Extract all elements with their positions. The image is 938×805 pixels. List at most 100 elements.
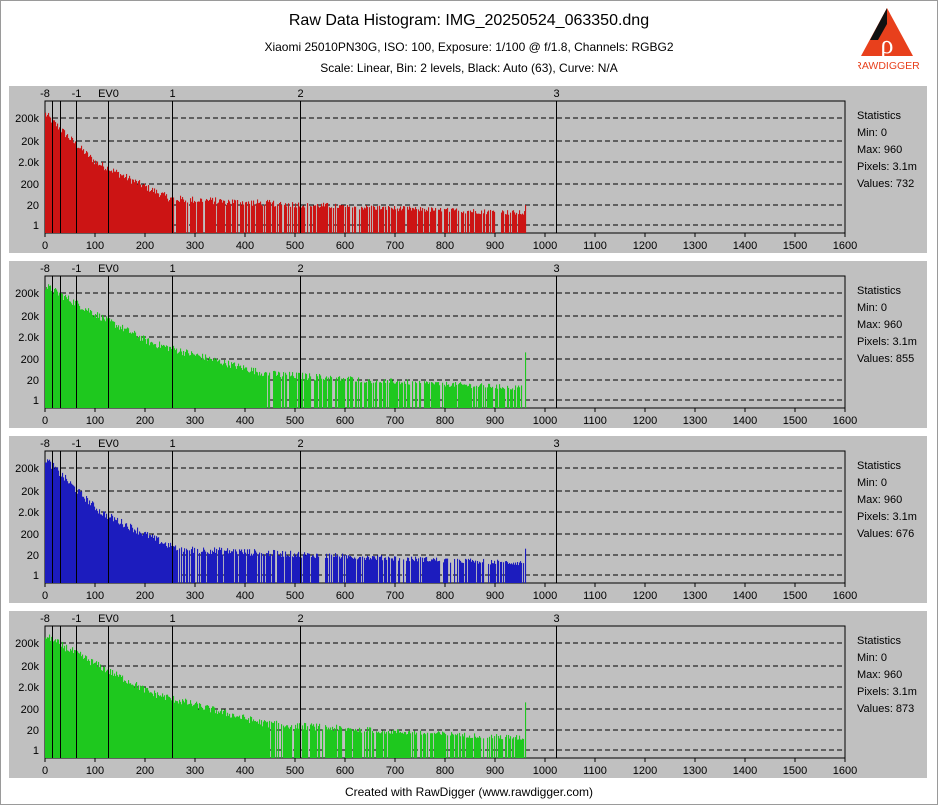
y-tick-label: 200k xyxy=(15,638,39,650)
histogram-bar xyxy=(53,293,55,408)
histogram-bar xyxy=(307,553,309,583)
histogram-bar xyxy=(158,537,160,583)
histogram-bar xyxy=(212,197,214,233)
histogram-bar xyxy=(432,382,434,408)
histogram-bar xyxy=(132,684,134,758)
histogram-bar xyxy=(240,202,242,233)
histogram-bar xyxy=(469,560,471,583)
histogram-bar xyxy=(79,148,81,233)
histogram-bar xyxy=(424,208,426,233)
histogram-bar xyxy=(384,557,386,583)
y-tick-label: 20 xyxy=(27,725,39,737)
histogram-bar xyxy=(161,192,163,233)
histogram-bar xyxy=(278,371,280,408)
histogram-bar xyxy=(405,732,407,758)
histogram-bar xyxy=(120,326,122,408)
histogram-bar xyxy=(433,558,435,583)
histogram-bar xyxy=(232,363,234,408)
histogram-bar xyxy=(372,556,374,583)
histogram-bar xyxy=(405,383,407,408)
histogram-bar xyxy=(118,325,120,408)
histogram-bar xyxy=(227,367,229,408)
histogram-bar xyxy=(162,345,164,408)
histogram-bar xyxy=(315,380,317,408)
histogram-bar xyxy=(435,560,437,583)
histogram-bar xyxy=(156,536,158,583)
histogram-bar xyxy=(148,185,150,233)
histogram-bar xyxy=(187,704,189,758)
histogram-bar xyxy=(88,504,90,583)
histogram-bar xyxy=(377,206,379,233)
histogram-bar xyxy=(462,212,464,233)
histogram-bar xyxy=(160,543,162,583)
histogram-bar xyxy=(244,368,246,408)
histogram-bar xyxy=(355,558,357,583)
histogram-bar xyxy=(428,207,430,233)
histogram-bar xyxy=(213,552,215,583)
histogram-bar xyxy=(208,201,210,233)
histogram-bar xyxy=(292,202,294,233)
histogram-bar xyxy=(447,385,449,408)
histogram-bar xyxy=(302,206,304,233)
histogram-bar xyxy=(468,210,470,233)
histogram-bar xyxy=(505,737,507,758)
histogram-bar xyxy=(105,168,107,233)
histogram-bar xyxy=(218,711,220,758)
histogram-bar xyxy=(129,530,131,583)
histogram-bar xyxy=(437,561,439,583)
histogram-bar xyxy=(345,728,347,758)
histogram-bar xyxy=(141,686,143,758)
histogram-bar xyxy=(455,209,457,233)
histogram-bar xyxy=(235,717,237,758)
histogram-bar xyxy=(92,314,94,408)
x-tick-label: 0 xyxy=(42,240,48,252)
histogram-bar xyxy=(50,461,52,583)
ev-label: 1 xyxy=(169,438,175,450)
histogram-bar xyxy=(312,555,314,583)
histogram-bar xyxy=(365,559,367,583)
histogram-bar xyxy=(191,351,193,408)
y-tick-label: 20k xyxy=(21,136,39,148)
histogram-bar xyxy=(392,558,394,583)
histogram-bar xyxy=(151,536,153,583)
histogram-bar xyxy=(73,299,75,408)
histogram-bar xyxy=(166,194,168,233)
histogram-bar xyxy=(285,726,287,758)
histogram-bar xyxy=(72,647,74,758)
histogram-bar xyxy=(480,562,482,583)
histogram-bar xyxy=(56,642,58,758)
histogram-bar xyxy=(157,537,159,583)
histogram-bar xyxy=(117,327,119,408)
histogram-bar xyxy=(242,201,244,233)
histogram-bar xyxy=(118,676,120,758)
histogram-bar xyxy=(259,202,261,233)
histogram-bar xyxy=(123,174,125,233)
x-tick-label: 0 xyxy=(42,415,48,427)
logo-triangle xyxy=(861,8,913,56)
histogram-bar xyxy=(411,556,413,583)
histogram-bar xyxy=(400,384,402,408)
histogram-bar xyxy=(129,175,131,233)
histogram-bar xyxy=(240,718,242,758)
histogram-bar xyxy=(279,372,281,408)
histogram-bar xyxy=(438,731,440,758)
histogram-bar xyxy=(356,381,358,408)
histogram-bar xyxy=(513,210,515,233)
histogram-bar xyxy=(151,692,153,758)
histogram-bar xyxy=(154,690,156,758)
histogram-bar xyxy=(226,550,228,583)
histogram-bar xyxy=(214,707,216,758)
histogram-bar xyxy=(296,207,298,233)
histogram-bar xyxy=(145,186,147,233)
histogram-bar xyxy=(91,311,93,408)
histogram-bar xyxy=(456,384,458,408)
histogram-bar xyxy=(490,564,492,583)
histogram-bar xyxy=(441,734,443,758)
histogram-bar xyxy=(190,355,192,408)
stats-heading: Statistics xyxy=(857,110,902,122)
histogram-bar xyxy=(308,553,310,583)
histogram-bar xyxy=(92,659,94,758)
histogram-bar xyxy=(385,557,387,583)
histogram-bar xyxy=(420,730,422,758)
histogram-bar xyxy=(249,549,251,583)
